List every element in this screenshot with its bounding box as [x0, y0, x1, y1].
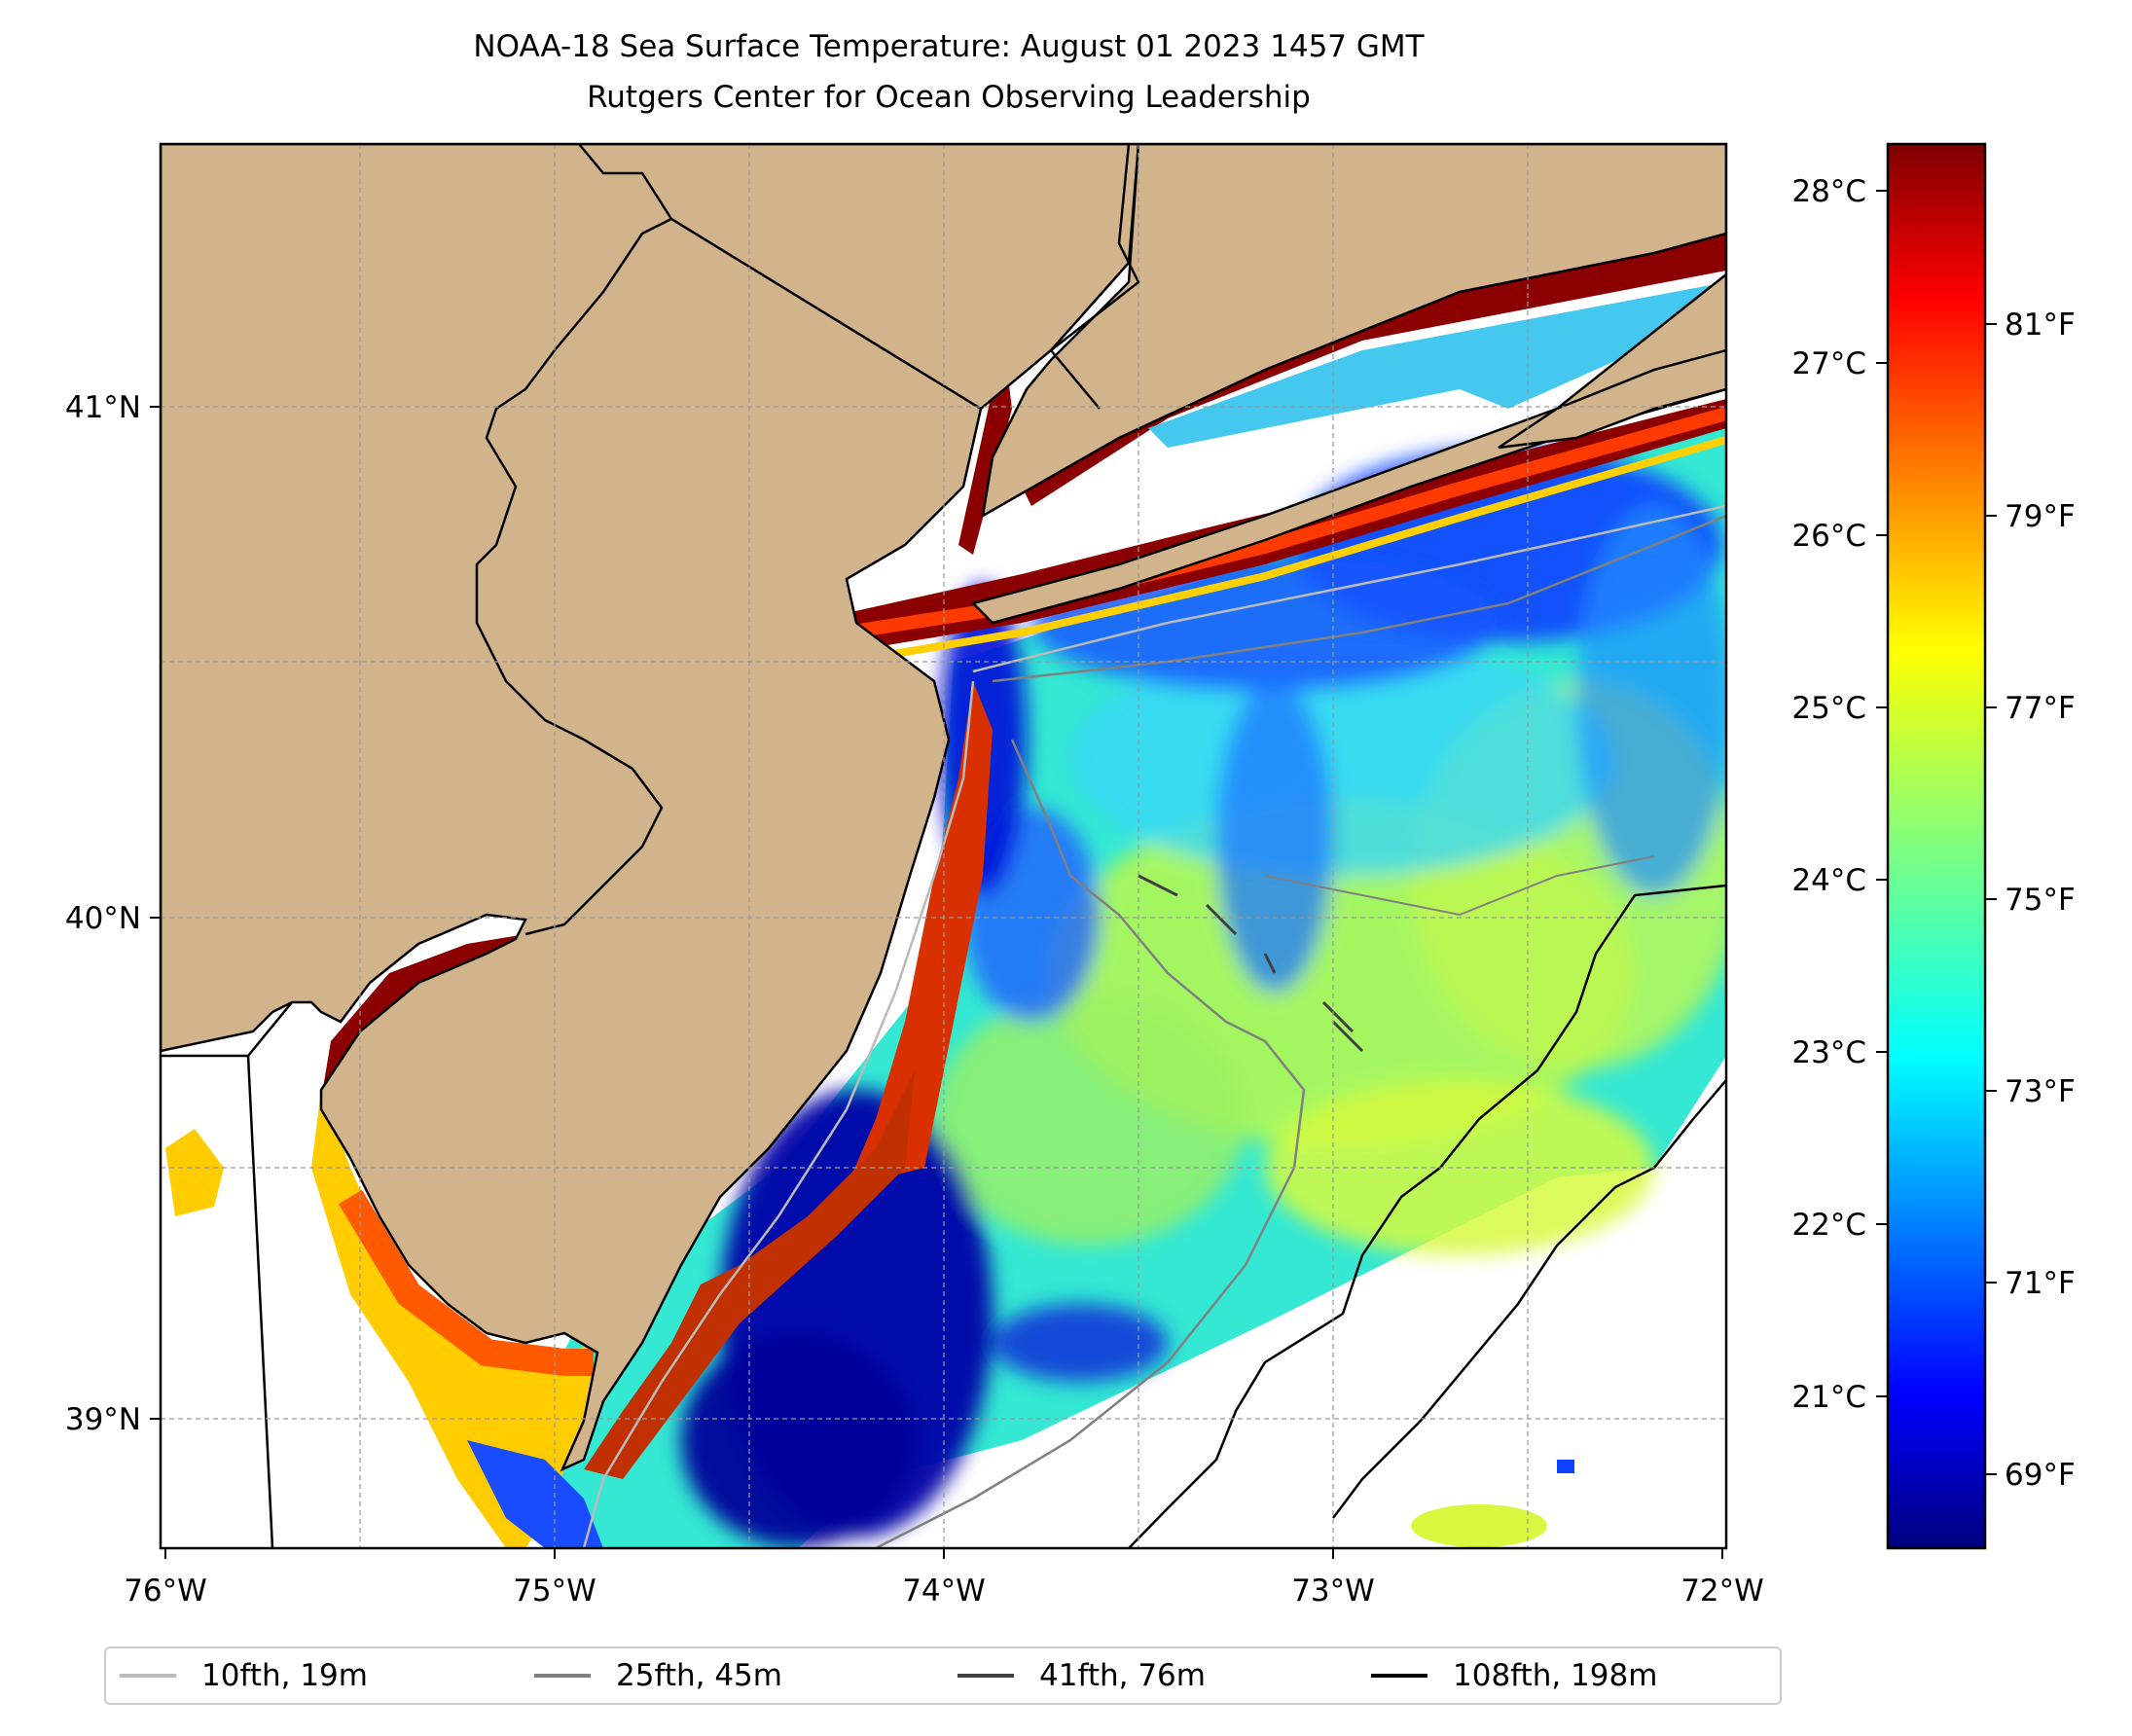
y-tick-label: 41°N — [65, 390, 141, 425]
bathymetry-contours — [582, 504, 1726, 1548]
legend-swatch-10fth — [120, 1674, 176, 1678]
y-tick-label: 40°N — [65, 901, 141, 936]
fahrenheit-tick-label: 71°F — [2005, 1266, 2076, 1301]
legend-item: 25fth, 45m — [534, 1648, 782, 1703]
celsius-tick-label: 21°C — [1791, 1380, 1866, 1415]
celsius-tick-label: 26°C — [1791, 519, 1866, 554]
fahrenheit-tick-label: 69°F — [2005, 1458, 2076, 1493]
fahrenheit-tick-label: 81°F — [2005, 307, 2076, 343]
fahrenheit-tick-label: 77°F — [2005, 691, 2076, 726]
x-tick-label: 73°W — [1291, 1573, 1375, 1609]
x-tick-label: 76°W — [124, 1573, 207, 1609]
fahrenheit-axis: 81°F 79°F 77°F 75°F 73°F 71°F 69°F — [1985, 307, 2076, 1493]
legend-swatch-41fth — [958, 1674, 1014, 1678]
legend-swatch-108fth — [1371, 1674, 1427, 1678]
legend-swatch-25fth — [534, 1674, 591, 1678]
legend-item: 108fth, 198m — [1371, 1648, 1657, 1703]
legend-label: 10fth, 19m — [201, 1658, 368, 1693]
celsius-tick-label: 22°C — [1791, 1208, 1866, 1243]
fahrenheit-tick-label: 75°F — [2005, 883, 2076, 918]
state-borders — [161, 144, 1140, 1548]
colorbar — [1886, 142, 1987, 1550]
legend-item: 10fth, 19m — [120, 1648, 368, 1703]
celsius-tick-label: 28°C — [1791, 174, 1866, 209]
y-tick-label: 39°N — [65, 1402, 141, 1437]
map-title: NOAA-18 Sea Surface Temperature: August … — [473, 29, 1425, 64]
gridlines — [161, 144, 1726, 1548]
celsius-axis: 28°C 27°C 26°C 25°C 24°C 23°C 22°C 21°C — [1791, 174, 1888, 1415]
map-subtitle: Rutgers Center for Ocean Observing Leade… — [587, 80, 1311, 115]
celsius-tick-label: 25°C — [1791, 691, 1866, 726]
x-tick-label: 74°W — [902, 1573, 986, 1609]
fahrenheit-tick-label: 79°F — [2005, 499, 2076, 534]
legend-label: 108fth, 198m — [1453, 1658, 1658, 1693]
celsius-tick-label: 23°C — [1791, 1035, 1866, 1070]
x-tick-label: 72°W — [1680, 1573, 1764, 1609]
legend-item: 41fth, 76m — [958, 1648, 1206, 1703]
legend-label: 41fth, 76m — [1039, 1658, 1206, 1693]
celsius-tick-label: 24°C — [1791, 863, 1866, 898]
land — [161, 144, 1726, 1472]
celsius-tick-label: 27°C — [1791, 346, 1866, 381]
legend-label: 25fth, 45m — [616, 1658, 782, 1693]
contour-legend: 10fth, 19m 25fth, 45m 41fth, 76m 108fth,… — [104, 1646, 1782, 1705]
x-tick-label: 75°W — [513, 1573, 596, 1609]
axis-ticks — [150, 406, 1723, 1559]
fahrenheit-tick-label: 73°F — [2005, 1074, 2076, 1109]
